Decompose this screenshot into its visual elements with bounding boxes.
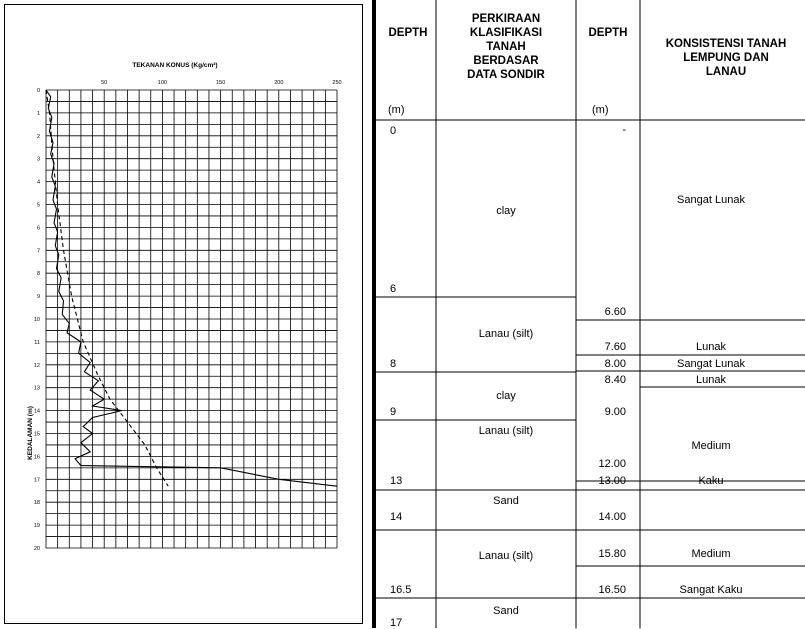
header-depth1-unit: (m) [388,104,405,116]
y-tick-label: 7 [37,248,40,254]
header-konsistensi-line: LEMPUNG DAN [683,52,769,64]
friction-ratio-line [45,89,169,487]
y-tick-label: 15 [34,432,40,438]
header-depth2-unit: (m) [592,104,609,116]
y-tick-label: 1 [37,111,40,117]
chart-ylabel: KEDALAMAN (m) [27,406,34,460]
chart-frame [4,4,363,624]
soil-table: DEPTH (m) PERKIRAAN KLASIFIKASI TANAH BE… [376,0,805,629]
depth2-cell: 15.80 [598,548,626,560]
y-tick-label: 4 [37,180,40,186]
x-tick-label: 250 [332,80,341,86]
y-tick-label: 18 [34,500,40,506]
depth1-cell: 16.5 [390,584,412,596]
x-tick-label: 200 [274,80,283,86]
klasifikasi-cell: Sand [493,495,519,507]
y-tick-label: 10 [34,317,40,323]
y-tick-label: 9 [37,294,40,300]
y-tick-label: 13 [34,386,40,392]
y-tick-label: 20 [34,546,40,552]
depth1-cell: 8 [390,358,397,370]
header-klasifikasi-line: BERDASAR [473,55,539,67]
y-tick-label: 8 [37,271,40,277]
y-tick-label: 17 [34,477,40,483]
klasifikasi-cell: Lanau (silt) [478,328,534,340]
depth1-cell: 9 [390,406,397,418]
header-klasifikasi-line: KLASIFIKASI [469,27,543,39]
y-tick-label: 11 [34,340,40,346]
depth2-cell: 8.40 [604,374,626,386]
depth2-cell: 16.50 [598,584,626,596]
header-klasifikasi: PERKIRAAN KLASIFIKASI TANAH BERDASAR DAT… [436,12,576,82]
klasifikasi-cell: Lanau (silt) [478,425,534,437]
depth2-cell: 12.00 [598,458,626,470]
x-tick-label: 150 [216,80,225,86]
y-tick-label: 5 [37,203,40,209]
depth1-cell: 6 [390,283,397,295]
depth1-cell: 0 [390,125,397,137]
depth2-cell: 9.00 [604,406,626,418]
klasifikasi-cell: Lanau (silt) [478,550,534,562]
y-tick-label: 3 [37,157,40,163]
konsistensi-cell: Medium [691,548,731,560]
header-konsistensi: KONSISTENSI TANAH LEMPUNG DAN LANAU [641,37,805,79]
header-klasifikasi-line: PERKIRAAN [471,13,541,25]
depth2-cell: 7.60 [604,341,626,353]
klasifikasi-cell: Sand [493,605,519,617]
header-klasifikasi-line: DATA SONDIR [467,69,545,81]
header-konsistensi-line: KONSISTENSI TANAH [665,38,787,50]
klasifikasi-cell: clay [496,390,516,402]
header-depth2: DEPTH [588,27,628,39]
y-tick-label: 6 [37,225,40,231]
konsistensi-cell: Kaku [698,475,724,487]
y-tick-label: 16 [34,454,40,460]
konsistensi-cell: Sangat Lunak [677,194,745,206]
konsistensi-cell: Lunak [696,374,726,386]
y-tick-label: 14 [34,409,40,415]
cone-resistance-line [45,89,338,487]
depth2-cell: 8.00 [604,358,626,370]
depth1-cell: 14 [390,511,403,523]
x-tick-label: 50 [101,80,107,86]
y-tick-label: 0 [37,88,40,94]
y-tick-label: 19 [34,523,40,529]
table-grid [376,0,805,628]
konsistensi-cell: Sangat Kaku [679,584,743,596]
konsistensi-cell: Sangat Lunak [677,358,745,370]
x-tick-label: 100 [158,80,167,86]
depth1-cell: 17 [390,617,403,629]
depth1-cell: 13 [390,475,403,487]
depth2-cell: 14.00 [598,511,626,523]
depth2-cell: 6.60 [604,306,626,318]
header-konsistensi-line: LANAU [705,66,747,78]
header-klasifikasi-line: TANAH [486,41,526,53]
konsistensi-cell: Medium [691,440,731,452]
depth2-cell: 13.00 [598,475,626,487]
konsistensi-cell: Lunak [696,341,726,353]
chart-title: TEKANAN KONUS (Kg/cm²) [132,62,217,69]
y-tick-label: 2 [37,134,40,140]
y-tick-label: 12 [34,363,40,369]
klasifikasi-cell: clay [496,205,516,217]
panel-divider [372,0,376,628]
depth2-cell: - [622,124,626,136]
header-depth1: DEPTH [388,27,428,39]
